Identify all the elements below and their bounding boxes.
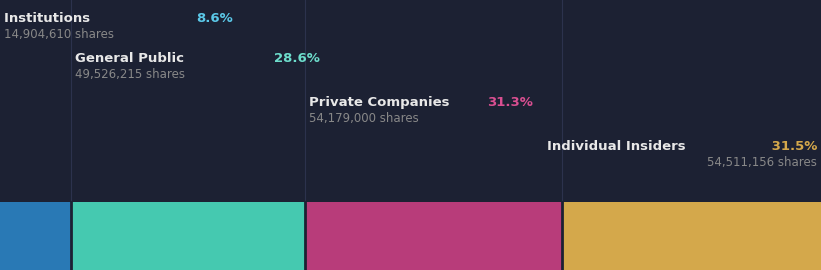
Bar bbox=[562, 202, 821, 270]
Text: 31.3%: 31.3% bbox=[488, 96, 534, 109]
Text: 49,526,215 shares: 49,526,215 shares bbox=[75, 68, 185, 81]
Text: 54,511,156 shares: 54,511,156 shares bbox=[707, 156, 817, 169]
Text: 54,179,000 shares: 54,179,000 shares bbox=[310, 112, 420, 125]
Text: Individual Insiders: Individual Insiders bbox=[547, 140, 686, 153]
Text: 8.6%: 8.6% bbox=[196, 12, 233, 25]
Text: 28.6%: 28.6% bbox=[274, 52, 320, 65]
Text: General Public: General Public bbox=[75, 52, 188, 65]
Text: Private Companies: Private Companies bbox=[310, 96, 455, 109]
Text: 14,904,610 shares: 14,904,610 shares bbox=[4, 28, 114, 41]
Bar bbox=[305, 202, 562, 270]
Bar bbox=[71, 202, 305, 270]
Text: Institutions: Institutions bbox=[4, 12, 94, 25]
Bar bbox=[0, 202, 71, 270]
Text: 31.5%: 31.5% bbox=[767, 140, 817, 153]
